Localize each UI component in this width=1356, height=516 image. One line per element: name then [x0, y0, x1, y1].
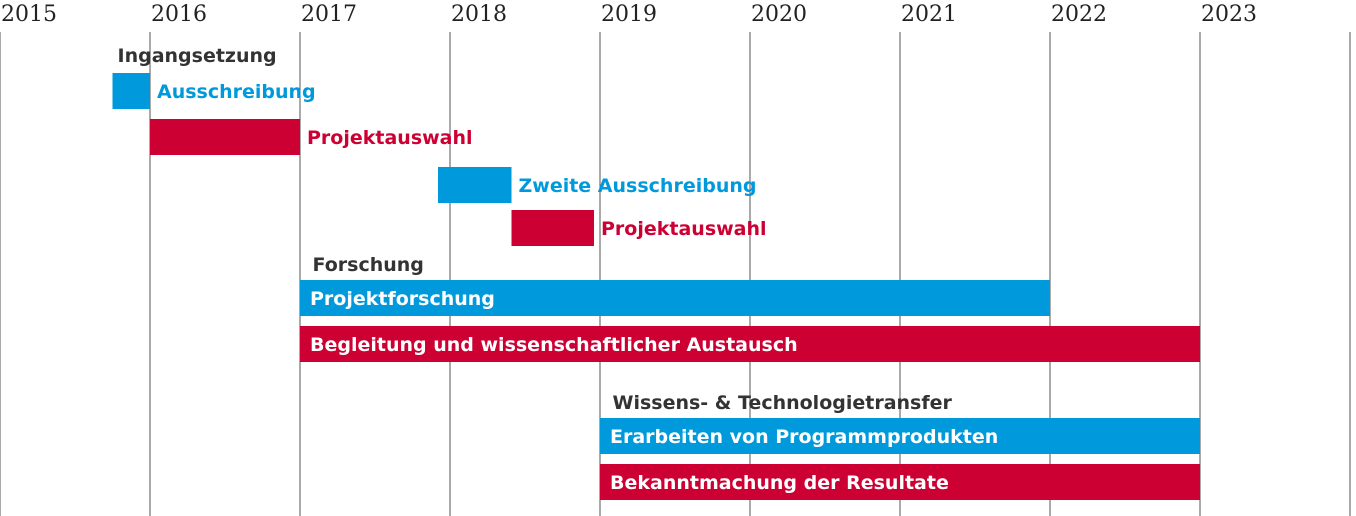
year-label-2023: 2023 [1201, 2, 1257, 27]
year-label-2016: 2016 [151, 2, 207, 27]
task-label: Ausschreibung [157, 81, 316, 103]
year-label-2021: 2021 [901, 2, 957, 27]
task-bar [150, 119, 300, 155]
task-bar [600, 418, 1200, 454]
task-label: Bekanntmachung der Resultate [610, 472, 949, 494]
section-label: Forschung [313, 254, 424, 276]
task-bar [300, 326, 1200, 362]
task-label: Projektforschung [310, 288, 495, 310]
task-label: Erarbeiten von Programmprodukten [610, 426, 998, 448]
task-bar [511, 210, 594, 246]
section-label: Ingangsetzung [118, 45, 277, 67]
year-gridlines [0, 32, 1351, 516]
year-label-2018: 2018 [451, 2, 507, 27]
year-label-2015: 2015 [1, 2, 57, 27]
task-bar [438, 167, 512, 203]
task-label: Zweite Ausschreibung [519, 175, 757, 197]
task-label: Begleitung und wissenschaftlicher Austau… [310, 334, 798, 356]
task-bar [600, 464, 1200, 500]
section-labels: Ingangsetzung Forschung Wissens- & Technol… [118, 45, 953, 414]
task-bar [112, 73, 150, 109]
task-label: Projektauswahl [307, 127, 473, 149]
section-label: Wissens- & Technologietransfer [613, 392, 953, 414]
task-bars: Ausschreibung Projektauswahl Zweite Aussch… [112, 73, 1200, 500]
task-label: Projektauswahl [601, 218, 767, 240]
year-label-2020: 2020 [751, 2, 807, 27]
task-bar [300, 280, 1050, 316]
year-label-2017: 2017 [301, 2, 357, 27]
year-label-2022: 2022 [1051, 2, 1107, 27]
year-label-2019: 2019 [601, 2, 657, 27]
year-axis: 2015 2016 2017 2018 2019 2020 2021 2022 2023 [1, 2, 1257, 27]
